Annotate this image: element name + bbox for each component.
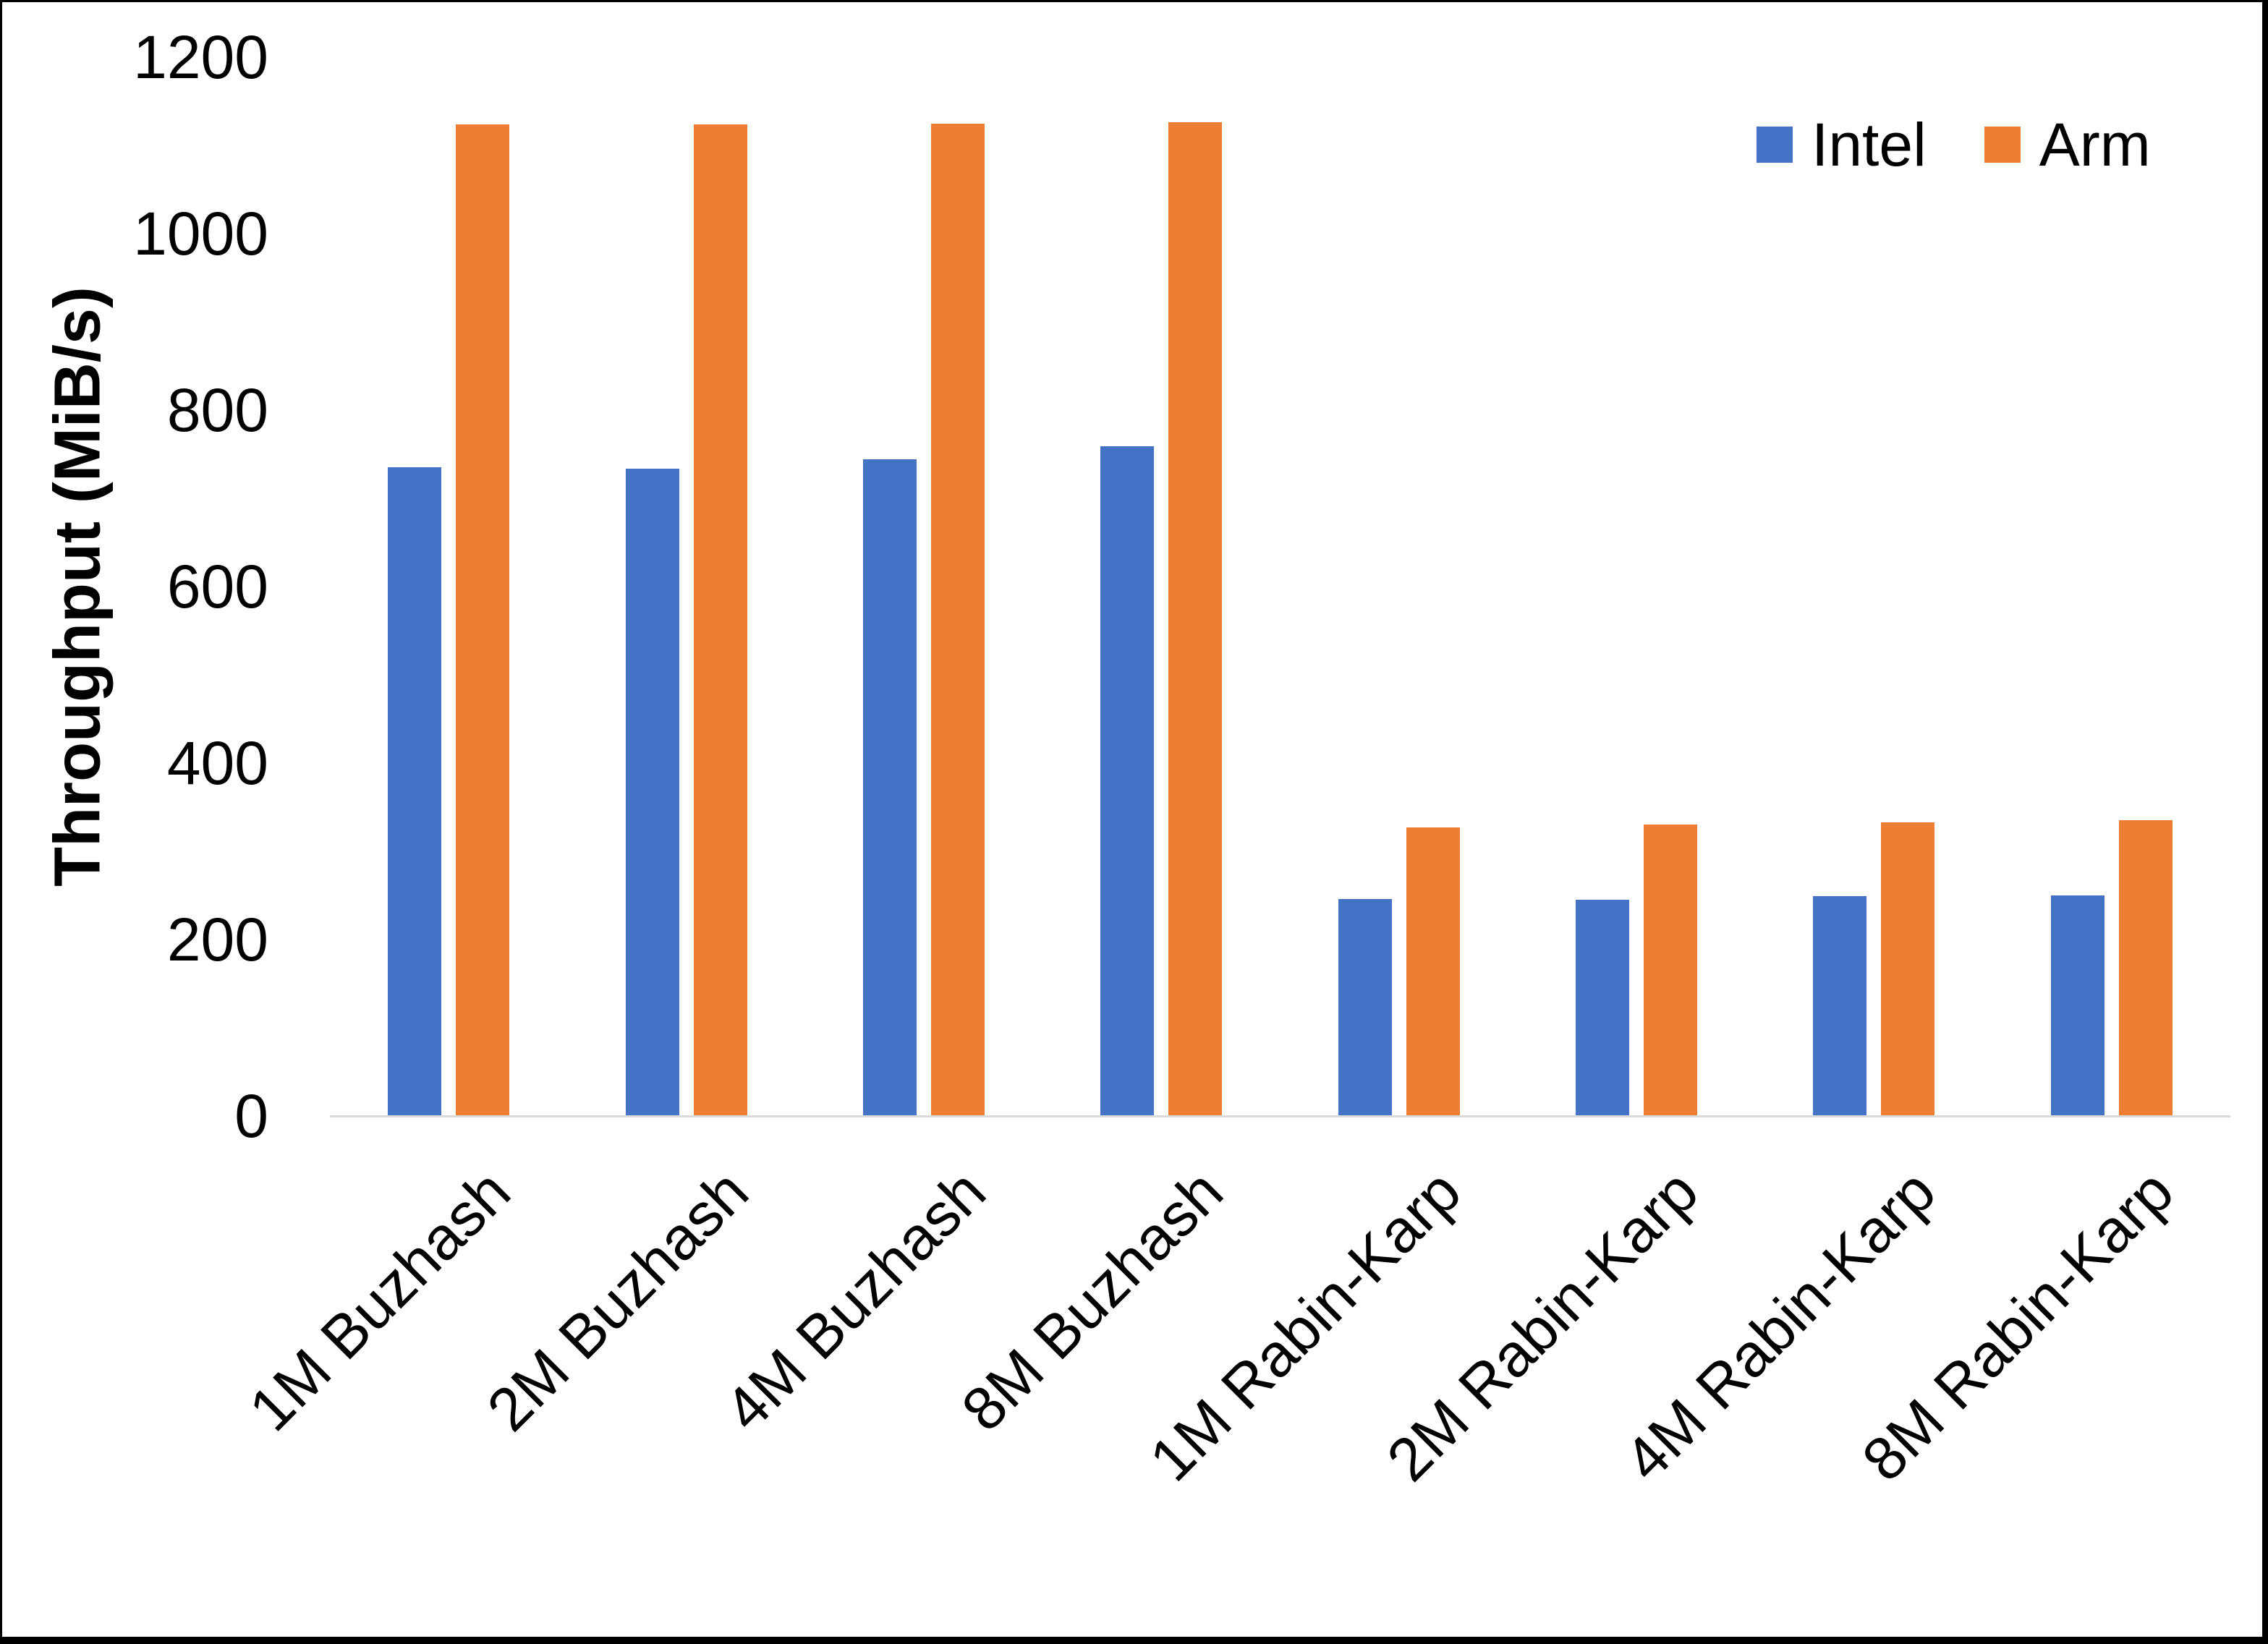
y-tick-label: 200: [166, 906, 268, 974]
bar-arm-7: [1881, 822, 1935, 1116]
legend-swatch-intel: [1757, 127, 1793, 163]
y-tick-label: 1200: [133, 23, 268, 91]
bar-intel-3: [862, 459, 917, 1116]
bar-arm-1: [456, 124, 510, 1116]
bar-intel-5: [1338, 898, 1392, 1116]
bar-intel-6: [1576, 900, 1630, 1116]
y-tick-label: 1000: [133, 200, 268, 268]
y-tick-label: 800: [166, 376, 268, 444]
legend-item-intel: Intel: [1757, 114, 1927, 175]
bar-arm-2: [693, 124, 747, 1116]
bar-intel-7: [1813, 896, 1867, 1116]
legend-swatch-arm: [1984, 127, 2021, 163]
bar-intel-4: [1100, 446, 1155, 1116]
bar-arm-5: [1406, 827, 1460, 1116]
legend-label: Arm: [2039, 111, 2151, 179]
y-tick-label: 400: [166, 729, 268, 797]
bar-intel-8: [2050, 895, 2105, 1116]
plot-area: [330, 2, 2230, 1116]
bar-arm-8: [2118, 820, 2173, 1116]
y-tick-label: 600: [166, 553, 268, 621]
bar-arm-6: [1644, 825, 1698, 1116]
bar-intel-1: [388, 467, 442, 1116]
legend-label: Intel: [1812, 111, 1927, 179]
legend: Intel Arm: [1757, 114, 2151, 175]
bar-arm-3: [930, 123, 985, 1116]
legend-item-arm: Arm: [1984, 114, 2151, 175]
x-axis-line: [330, 1115, 2230, 1117]
y-tick-label: 0: [234, 1082, 268, 1150]
bar-intel-2: [625, 468, 679, 1116]
bar-arm-4: [1168, 122, 1223, 1116]
